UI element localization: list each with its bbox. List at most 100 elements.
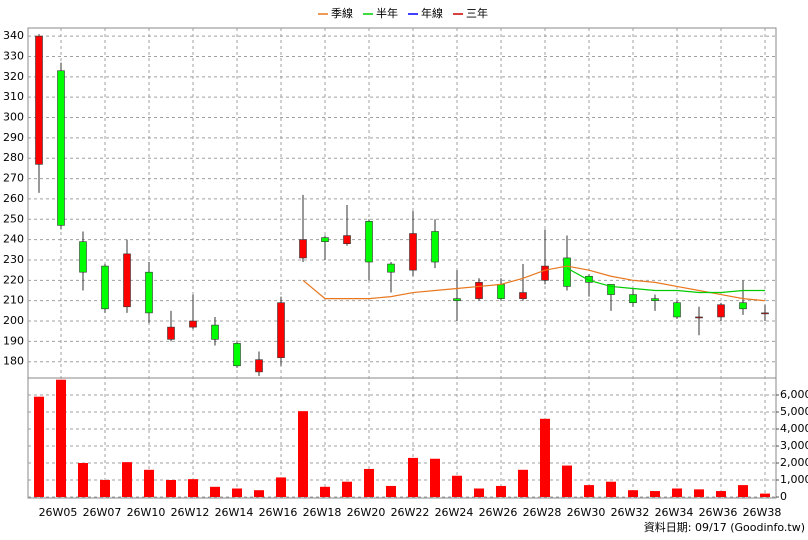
volume-bar [628, 490, 638, 497]
volume-bar [518, 469, 528, 497]
candle-body [123, 253, 131, 308]
source-note: 資料日期: 09/17 (Goodinfo.tw) [644, 520, 805, 534]
volume-bar [430, 458, 440, 497]
x-tick-label: 26W26 [479, 506, 518, 519]
candle-body [497, 284, 505, 299]
y-tick-label: 320 [3, 70, 24, 83]
candle-body [519, 292, 527, 299]
volume-bar [496, 485, 506, 497]
volume-bar [188, 479, 198, 497]
x-tick-label: 26W24 [435, 506, 474, 519]
candle-body [145, 271, 153, 314]
legend-label: 年線 [421, 6, 443, 20]
volume-bar [298, 411, 308, 497]
x-tick-label: 26W07 [83, 506, 122, 519]
y-tick-label: 210 [3, 294, 24, 307]
x-tick-label: 26W18 [303, 506, 342, 519]
volume-bar [364, 468, 374, 497]
candle-body [563, 257, 571, 287]
volume-bar [672, 488, 682, 497]
candle-body [321, 237, 329, 242]
y2-tick-label: 1,000 [780, 473, 808, 486]
candle-body [167, 326, 175, 340]
y-tick-label: 190 [3, 334, 24, 347]
candle-body [101, 265, 109, 310]
candle-body [541, 265, 549, 281]
y2-tick-label: 3,000 [780, 439, 808, 452]
candle-body [761, 312, 769, 315]
volume-bar [650, 491, 660, 497]
volume-bar [254, 490, 264, 497]
y-tick-label: 340 [3, 29, 24, 42]
x-tick-label: 26W22 [391, 506, 430, 519]
candle-body [409, 233, 417, 271]
y2-tick-label: 2,000 [780, 456, 808, 469]
volume-bar [342, 481, 352, 497]
x-tick-label: 26W16 [259, 506, 298, 519]
volume-bar [584, 485, 594, 497]
volume-bar [760, 493, 770, 497]
plot-frame [27, 27, 777, 499]
y2-tick-label: 4,000 [780, 422, 808, 435]
y-tick-label: 330 [3, 49, 24, 62]
candle-body [233, 343, 241, 367]
volume-bar [100, 480, 110, 497]
y-tick-label: 310 [3, 90, 24, 103]
x-tick-label: 26W32 [611, 506, 650, 519]
x-tick-label: 26W10 [127, 506, 166, 519]
candle-body [629, 294, 637, 304]
y-tick-label: 290 [3, 131, 24, 144]
x-tick-label: 26W20 [347, 506, 386, 519]
candle-body [717, 304, 725, 318]
volume-bar [276, 477, 286, 497]
candle-body [277, 302, 285, 358]
y-tick-label: 270 [3, 172, 24, 185]
candle-body [365, 221, 373, 263]
candle-body [453, 298, 461, 301]
y-tick-label: 200 [3, 314, 24, 327]
x-tick-label: 26W36 [699, 506, 738, 519]
y-tick-label: 300 [3, 111, 24, 124]
volume-bar [166, 480, 176, 497]
x-tick-label: 26W12 [171, 506, 210, 519]
y2-tick-label: 5,000 [780, 405, 808, 418]
candle-body [695, 316, 703, 319]
candle-body [387, 263, 395, 273]
volume-bar [540, 418, 550, 497]
volume-bar [452, 475, 462, 497]
volume-bar [320, 486, 330, 497]
volume-bar [34, 396, 44, 497]
candle-body [299, 239, 307, 259]
volume-bar [606, 481, 616, 497]
ma-line [566, 267, 765, 294]
candle-body [607, 284, 615, 295]
y-tick-label: 230 [3, 253, 24, 266]
candle-body [585, 275, 593, 283]
candle-body [431, 231, 439, 263]
volume-bar [738, 485, 748, 497]
y-tick-label: 280 [3, 151, 24, 164]
y-tick-label: 260 [3, 192, 24, 205]
y2-tick-label: 0 [780, 490, 787, 503]
volume-bar [386, 485, 396, 497]
volume-bar [232, 488, 242, 497]
volume-bar [694, 489, 704, 497]
candle-body [673, 302, 681, 318]
y-tick-label: 220 [3, 273, 24, 286]
candle-body [739, 302, 747, 310]
volume-bar [56, 379, 66, 497]
y2-tick-label: 6,000 [780, 388, 808, 401]
candle-body [57, 70, 65, 226]
y-tick-label: 250 [3, 212, 24, 225]
x-tick-label: 26W38 [743, 506, 782, 519]
volume-bar [408, 457, 418, 497]
volume-bar [716, 491, 726, 497]
candle-body [343, 235, 351, 244]
y-tick-label: 240 [3, 233, 24, 246]
candle-body [189, 320, 197, 328]
y-tick-label: 180 [3, 355, 24, 368]
volume-bar [474, 488, 484, 497]
volume-bar [144, 469, 154, 497]
legend-label: 三年 [466, 6, 488, 20]
